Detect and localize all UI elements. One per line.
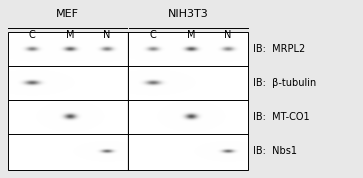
Text: N: N [224,30,232,41]
Bar [8,32,248,170]
Text: M: M [187,30,195,41]
Text: M: M [66,30,74,41]
Text: IB:  β-tubulin: IB: β-tubulin [253,77,316,88]
Text: IB:  Nbs1: IB: Nbs1 [253,146,297,156]
Text: N: N [103,30,110,41]
Text: IB:  MRPL2: IB: MRPL2 [253,43,305,54]
Text: C: C [28,30,35,41]
Text: MEF: MEF [56,9,79,19]
Text: C: C [150,30,156,41]
Text: NIH3T3: NIH3T3 [168,9,209,19]
Text: IB:  MT-CO1: IB: MT-CO1 [253,111,310,122]
